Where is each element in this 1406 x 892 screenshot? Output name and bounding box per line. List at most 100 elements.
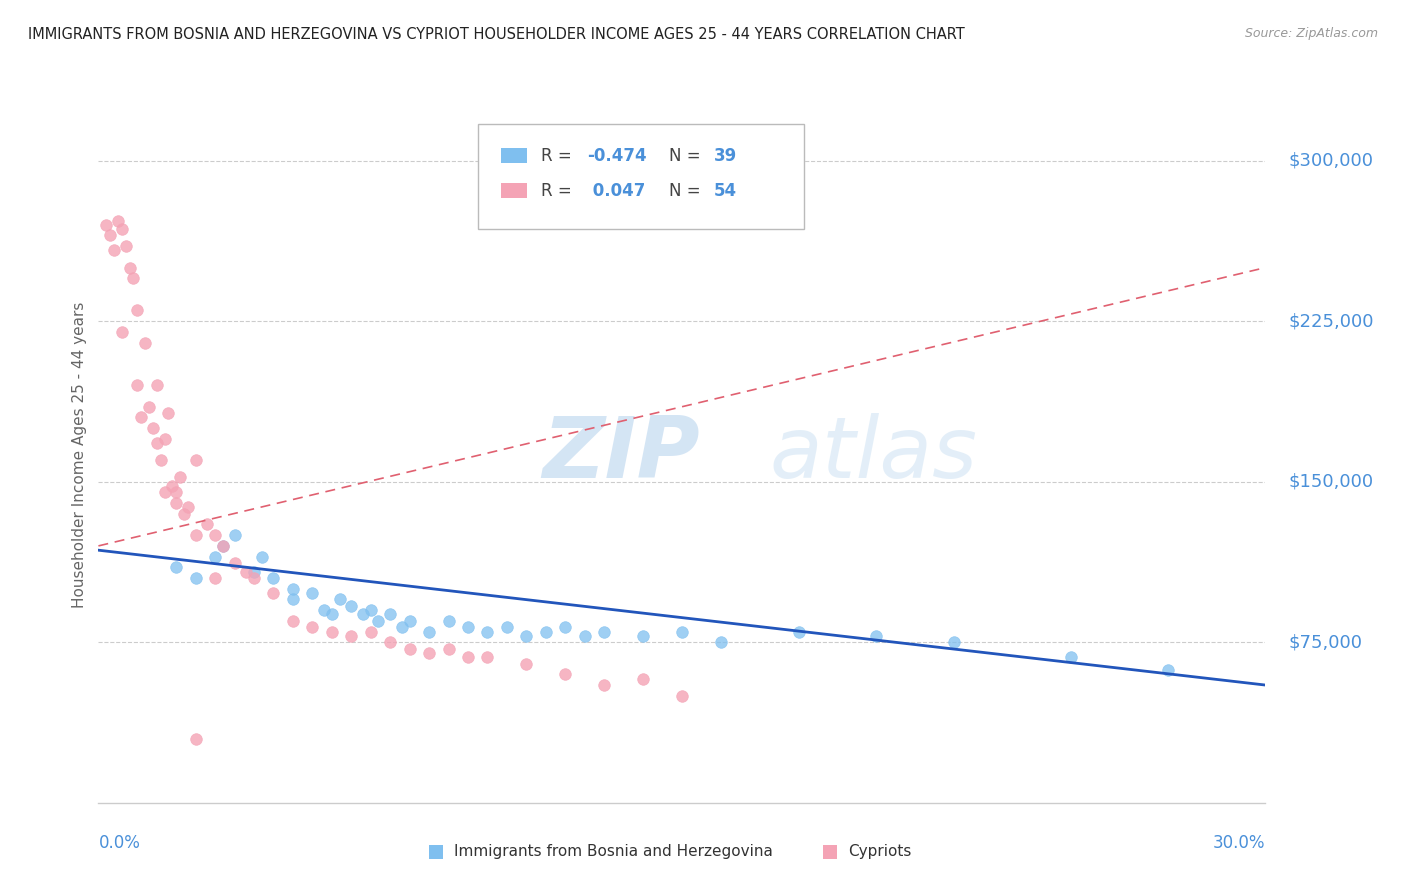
Point bbox=[165, 560, 187, 574]
Point bbox=[243, 571, 266, 585]
Point bbox=[127, 378, 149, 392]
Point bbox=[312, 603, 335, 617]
Point bbox=[107, 213, 129, 227]
Point bbox=[787, 624, 810, 639]
Point bbox=[98, 228, 121, 243]
Point bbox=[204, 549, 226, 564]
Point bbox=[212, 539, 235, 553]
Point bbox=[437, 641, 460, 656]
Point bbox=[495, 620, 517, 634]
Point bbox=[515, 657, 537, 671]
Point bbox=[515, 629, 537, 643]
Text: R =: R = bbox=[541, 182, 576, 200]
Point bbox=[103, 244, 125, 258]
Point bbox=[418, 624, 440, 639]
Point bbox=[235, 565, 257, 579]
Point bbox=[367, 614, 389, 628]
Point bbox=[169, 470, 191, 484]
Point bbox=[398, 641, 420, 656]
Point bbox=[138, 400, 160, 414]
Text: $225,000: $225,000 bbox=[1289, 312, 1374, 330]
Text: 54: 54 bbox=[713, 182, 737, 200]
Point bbox=[1157, 663, 1180, 677]
Point bbox=[173, 507, 195, 521]
Point bbox=[129, 410, 152, 425]
Point bbox=[671, 624, 693, 639]
Point bbox=[301, 586, 323, 600]
Point bbox=[243, 565, 266, 579]
Point bbox=[165, 496, 187, 510]
Point bbox=[281, 592, 304, 607]
Text: Cypriots: Cypriots bbox=[848, 845, 911, 859]
Point bbox=[378, 607, 402, 622]
Text: $150,000: $150,000 bbox=[1289, 473, 1374, 491]
Point bbox=[593, 678, 616, 692]
Text: IMMIGRANTS FROM BOSNIA AND HERZEGOVINA VS CYPRIOT HOUSEHOLDER INCOME AGES 25 - 4: IMMIGRANTS FROM BOSNIA AND HERZEGOVINA V… bbox=[28, 27, 965, 42]
Point bbox=[631, 672, 654, 686]
Point bbox=[212, 539, 235, 553]
Point bbox=[114, 239, 136, 253]
Point bbox=[122, 271, 145, 285]
Text: $75,000: $75,000 bbox=[1289, 633, 1362, 651]
Point bbox=[146, 378, 169, 392]
Text: $300,000: $300,000 bbox=[1289, 152, 1374, 169]
Point bbox=[165, 485, 187, 500]
Point bbox=[281, 582, 304, 596]
Text: -0.474: -0.474 bbox=[588, 147, 647, 165]
Point bbox=[391, 620, 413, 634]
Text: R =: R = bbox=[541, 147, 576, 165]
Point bbox=[574, 629, 596, 643]
Point bbox=[477, 650, 499, 665]
Text: Immigrants from Bosnia and Herzegovina: Immigrants from Bosnia and Herzegovina bbox=[454, 845, 773, 859]
Point bbox=[184, 571, 207, 585]
Text: 39: 39 bbox=[713, 147, 737, 165]
Point bbox=[184, 453, 207, 467]
Text: ZIP: ZIP bbox=[541, 413, 700, 497]
Point bbox=[204, 571, 226, 585]
Point bbox=[340, 629, 363, 643]
Point bbox=[534, 624, 557, 639]
Point bbox=[134, 335, 156, 350]
Point bbox=[224, 528, 246, 542]
Point bbox=[153, 485, 176, 500]
Point bbox=[943, 635, 966, 649]
Point bbox=[162, 479, 184, 493]
Y-axis label: Householder Income Ages 25 - 44 years: Householder Income Ages 25 - 44 years bbox=[72, 301, 87, 608]
Point bbox=[360, 624, 382, 639]
Point bbox=[250, 549, 273, 564]
Point bbox=[127, 303, 149, 318]
Point bbox=[329, 592, 352, 607]
Text: 0.0%: 0.0% bbox=[98, 834, 141, 852]
Point bbox=[398, 614, 420, 628]
Point bbox=[593, 624, 616, 639]
Text: 0.047: 0.047 bbox=[588, 182, 645, 200]
Point bbox=[554, 620, 576, 634]
Point bbox=[360, 603, 382, 617]
FancyBboxPatch shape bbox=[478, 124, 804, 229]
Point bbox=[321, 607, 343, 622]
Point bbox=[477, 624, 499, 639]
Point bbox=[149, 453, 172, 467]
Point bbox=[378, 635, 402, 649]
Point bbox=[111, 222, 134, 236]
Point bbox=[262, 586, 284, 600]
Point bbox=[177, 500, 200, 515]
Point bbox=[554, 667, 576, 681]
Point bbox=[146, 436, 169, 450]
Point bbox=[281, 614, 304, 628]
Point bbox=[340, 599, 363, 613]
Point bbox=[457, 650, 479, 665]
Point bbox=[671, 689, 693, 703]
Point bbox=[111, 325, 134, 339]
Text: Source: ZipAtlas.com: Source: ZipAtlas.com bbox=[1244, 27, 1378, 40]
Point bbox=[195, 517, 218, 532]
Point bbox=[262, 571, 284, 585]
Point bbox=[457, 620, 479, 634]
Point bbox=[631, 629, 654, 643]
FancyBboxPatch shape bbox=[501, 148, 527, 163]
Point bbox=[321, 624, 343, 639]
Point bbox=[301, 620, 323, 634]
Point bbox=[142, 421, 165, 435]
Point bbox=[224, 556, 246, 570]
Point bbox=[204, 528, 226, 542]
